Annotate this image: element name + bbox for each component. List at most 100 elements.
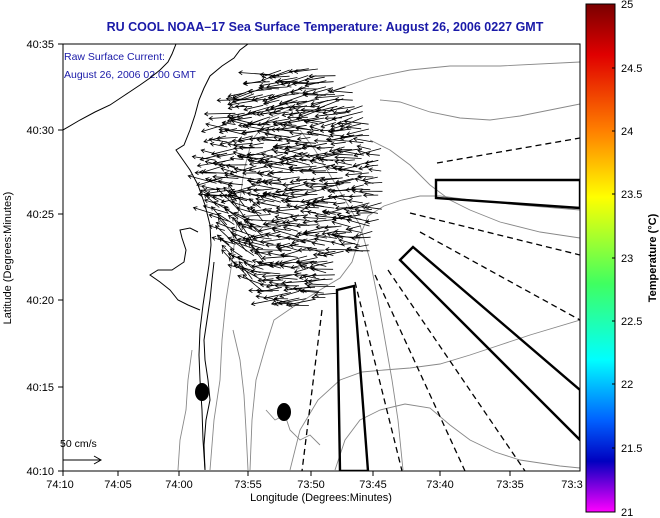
current-vector [218,192,237,198]
current-vector [238,70,271,76]
current-vector [257,277,274,283]
current-vector [325,207,345,215]
current-vector [306,202,335,209]
y-tick-label: 40:15 [26,382,54,394]
current-vector [229,248,243,258]
current-vector [259,110,281,117]
current-vector [268,164,298,172]
current-vector [340,241,356,247]
current-vector [272,135,300,143]
current-vector [221,120,236,126]
current-vector [289,243,317,250]
current-vector [334,97,353,102]
colorbar-ticks [612,67,615,449]
current-vector [228,116,254,125]
current-vector [337,148,364,156]
current-vector [200,123,227,133]
current-vector [302,219,316,225]
y-tick-label: 40:30 [26,125,54,137]
current-vector [345,125,362,130]
colorbar-tick: 23.5 [621,189,642,201]
current-vector [310,98,335,106]
current-vector [346,214,370,222]
current-vector [265,106,298,113]
current-vector [298,156,317,162]
current-vector [245,220,264,228]
current-vector [299,168,326,174]
current-vector [306,209,327,216]
colorbar-tick: 23 [621,253,633,265]
current-vector [295,98,319,106]
current-vector [276,242,298,251]
current-vector [261,278,284,284]
current-vector [338,238,360,246]
current-vector [302,273,320,280]
current-vector [311,241,325,246]
current-vector [272,297,300,306]
current-vector [288,302,309,308]
current-vector [304,204,319,210]
current-vector [247,88,272,94]
current-vector [215,225,230,239]
current-vector [289,130,319,136]
current-vector [250,205,264,222]
current-vector [245,124,264,130]
current-vector [247,179,262,184]
current-vector [218,127,246,133]
x-tick-label: 74:10 [46,479,74,491]
current-vector [329,128,352,134]
current-vector [347,198,363,204]
current-vector [279,290,300,299]
current-vector [346,218,370,227]
current-vector [306,246,334,256]
current-vector [313,218,335,224]
colorbar-tick: 21 [621,507,633,518]
current-vector [330,117,353,128]
current-vector [264,131,290,138]
current-vector [316,145,334,151]
current-vector [354,207,378,214]
current-vector [302,143,325,149]
x-tick-labels: 74:10 74:05 74:00 73:55 73:50 73:45 73:4… [46,479,582,491]
current-vector [255,288,279,293]
current-vector [326,232,344,239]
x-tick-label: 73:35 [496,479,524,491]
current-vector [202,204,229,214]
current-vector [243,104,264,112]
current-vector [298,86,318,92]
current-vector [340,158,355,164]
current-vector [204,177,230,186]
current-vector [216,234,230,246]
current-vector [242,232,271,241]
current-vector [187,174,217,184]
current-vector [274,79,307,85]
current-vector [309,260,327,267]
current-vector [285,138,316,144]
current-vector [255,294,273,300]
current-vector [263,180,282,186]
current-vector [353,148,382,158]
current-vector [208,224,225,231]
current-vector [296,136,311,142]
current-vector [310,266,334,272]
colorbar-tick: 24 [621,126,633,138]
current-vector [191,154,216,161]
current-vector [300,107,334,113]
current-vector [243,241,264,250]
plot-frame [62,43,581,472]
x-tick-label: 73:3 [561,479,582,491]
current-vector [248,198,261,209]
annotation-line-2: August 26, 2006 02:00 GMT [64,69,196,81]
current-vector [286,114,308,120]
current-vector [244,217,275,222]
current-vector [284,100,308,106]
current-vector [220,167,238,174]
current-vector [351,188,374,195]
current-vector [204,159,220,166]
current-vector [325,165,346,171]
current-vector [355,210,372,216]
coastline [63,44,249,471]
current-vector [200,189,219,202]
current-vector [282,182,301,188]
